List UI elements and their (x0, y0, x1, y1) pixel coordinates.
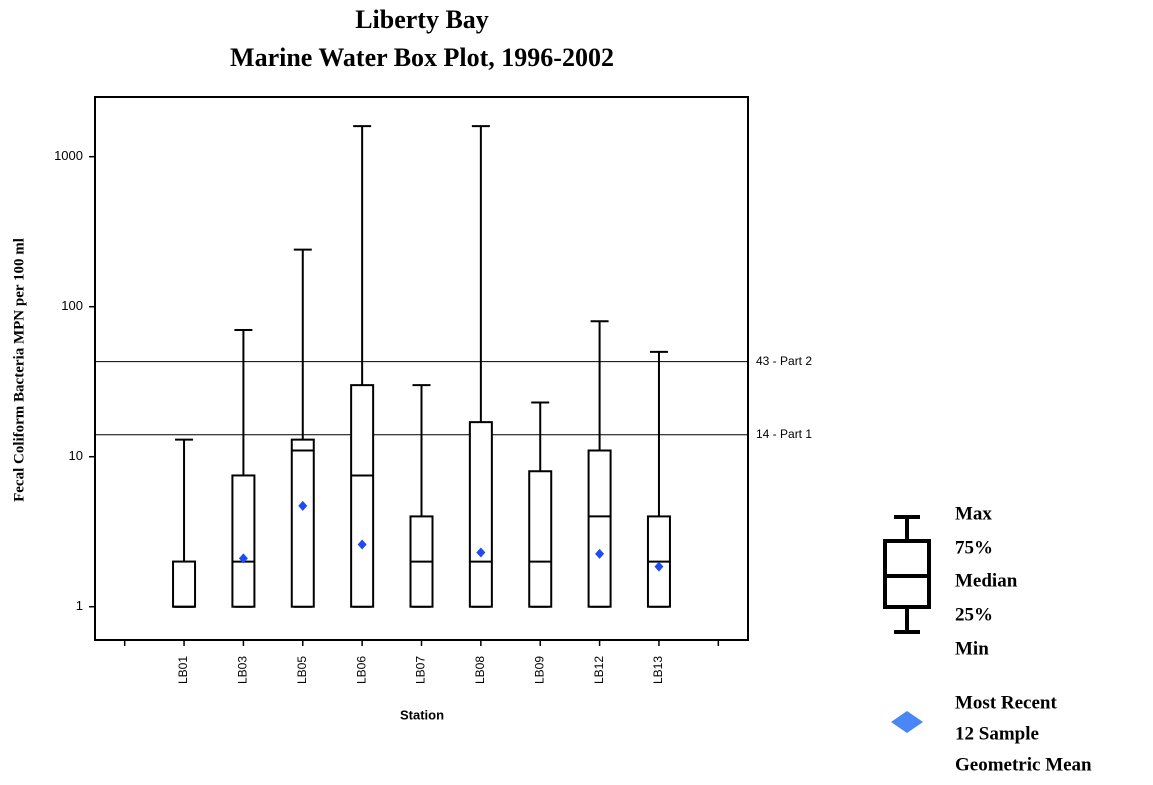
x-tick-label: LB05 (295, 656, 309, 684)
legend-label: Geometric Mean (955, 754, 1092, 775)
legend-label: Min (955, 638, 989, 659)
reference-label: 43 - Part 2 (756, 354, 812, 368)
box (231, 474, 256, 608)
box (468, 421, 493, 608)
x-tick-label: LB08 (473, 656, 487, 684)
mean-marker (476, 547, 486, 558)
mean-marker (298, 500, 308, 511)
reference-label: 14 - Part 1 (756, 427, 812, 441)
legend-label: Median (955, 570, 1018, 591)
legend-mean-marker (891, 711, 923, 733)
y-tick-label: 10 (69, 448, 83, 463)
mean-marker (654, 561, 664, 572)
box (290, 438, 315, 608)
mean-marker (357, 539, 367, 550)
x-tick-label: LB03 (236, 656, 250, 684)
legend-label: 75% (955, 537, 993, 558)
x-tick-label: LB13 (651, 656, 665, 684)
legend-label: Max (955, 503, 992, 524)
x-tick-label: LB07 (414, 656, 428, 684)
box (528, 470, 553, 608)
chart-title: Liberty Bay (355, 5, 489, 34)
box (587, 449, 612, 608)
y-axis-label: Fecal Coliform Bacteria MPN per 100 ml (11, 238, 27, 502)
x-tick-label: LB01 (176, 656, 190, 684)
legend-label: 12 Sample (955, 723, 1039, 744)
legend-label: Most Recent (955, 692, 1057, 713)
y-tick-label: 1000 (54, 148, 83, 163)
legend-label: 25% (955, 604, 993, 625)
mean-marker (595, 548, 605, 559)
x-tick-label: LB12 (592, 656, 606, 684)
chart-subtitle: Marine Water Box Plot, 1996-2002 (230, 43, 614, 72)
box (350, 384, 375, 608)
box (172, 560, 197, 608)
mean-marker (238, 553, 248, 564)
x-axis-label: Station (400, 707, 444, 722)
y-tick-label: 1 (76, 598, 83, 613)
y-tick-label: 100 (61, 298, 83, 313)
x-tick-label: LB09 (532, 656, 546, 684)
x-tick-label: LB06 (354, 656, 368, 684)
